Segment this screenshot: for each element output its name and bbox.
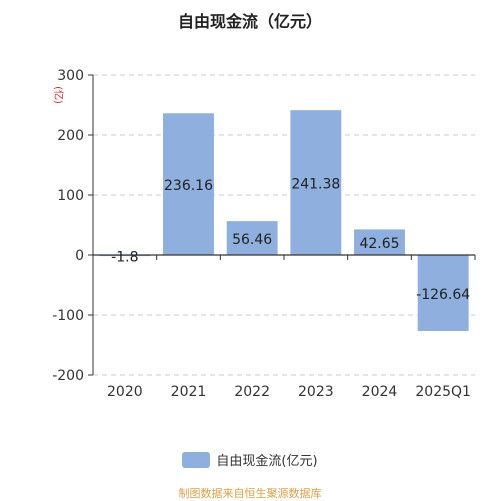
bar-2024 bbox=[354, 229, 405, 255]
x-tick-label: 2023 bbox=[298, 384, 334, 400]
chart-title: 自由现金流（亿元） bbox=[177, 12, 322, 31]
data-label: -126.64 bbox=[416, 287, 470, 303]
x-tick-label: 2020 bbox=[107, 384, 143, 400]
data-label: 42.65 bbox=[359, 236, 399, 252]
bar-2021 bbox=[163, 113, 214, 255]
bar-chart: 300 200 100 0 -100 -200 (亿) -1.8 236.16 56.46 241.… bbox=[52, 68, 476, 400]
bar-2023 bbox=[290, 110, 342, 255]
x-tick-label: 2024 bbox=[362, 384, 398, 400]
x-tick-label: 2021 bbox=[171, 384, 207, 400]
legend-label: 自由现金流(亿元) bbox=[216, 454, 318, 469]
y-tick-label: 300 bbox=[57, 68, 84, 84]
y-tick-label: 200 bbox=[57, 128, 84, 144]
data-label: 56.46 bbox=[232, 232, 272, 248]
y-unit-label: (亿) bbox=[52, 86, 65, 104]
data-label: 241.38 bbox=[291, 177, 340, 193]
bar-2022 bbox=[226, 221, 278, 255]
y-tick-label: -100 bbox=[52, 308, 84, 324]
y-tick-label: 100 bbox=[57, 188, 84, 204]
y-tick-label: 0 bbox=[75, 248, 84, 264]
source-footer: 制图数据来自恒生聚源数据库 bbox=[178, 487, 322, 500]
y-tick-label: -200 bbox=[52, 368, 84, 384]
legend[interactable]: 自由现金流(亿元) bbox=[0, 450, 500, 469]
data-label: -1.8 bbox=[111, 250, 138, 266]
x-tick-label: 2025Q1 bbox=[415, 384, 471, 400]
bar-2025Q1 bbox=[417, 255, 469, 331]
x-tick-label: 2022 bbox=[234, 384, 270, 400]
data-label: 236.16 bbox=[164, 178, 213, 194]
legend-swatch bbox=[182, 451, 211, 468]
